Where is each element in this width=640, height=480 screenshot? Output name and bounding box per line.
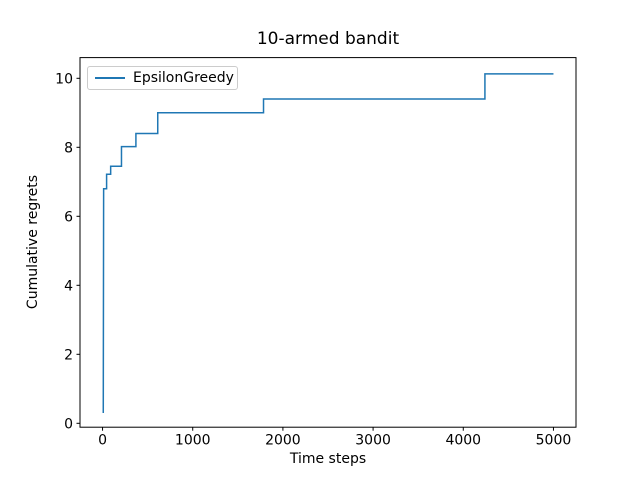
series-line bbox=[102, 73, 554, 413]
chart-title: 10-armed bandit bbox=[256, 29, 400, 49]
x-axis-label: Time steps bbox=[289, 451, 367, 467]
x-tick-label: 4000 bbox=[445, 433, 481, 449]
legend: EpsilonGreedy bbox=[87, 66, 238, 90]
x-tick-label: 5000 bbox=[536, 433, 572, 449]
y-tick-label: 10 bbox=[55, 71, 73, 87]
x-tick-label: 3000 bbox=[355, 433, 391, 449]
y-tick-label: 8 bbox=[64, 140, 73, 156]
x-tick-label: 0 bbox=[98, 433, 107, 449]
y-tick-label: 6 bbox=[64, 209, 73, 225]
y-tick-label: 0 bbox=[64, 416, 73, 432]
axes-frame bbox=[79, 57, 577, 428]
y-tick-label: 2 bbox=[64, 347, 73, 363]
legend-line-swatch bbox=[95, 77, 125, 79]
legend-label: EpsilonGreedy bbox=[133, 70, 234, 86]
y-axis-label-text: Cumulative regrets bbox=[25, 174, 41, 310]
y-tick-label: 4 bbox=[64, 278, 73, 294]
x-tick-label: 1000 bbox=[175, 433, 211, 449]
x-tick-label: 2000 bbox=[265, 433, 301, 449]
